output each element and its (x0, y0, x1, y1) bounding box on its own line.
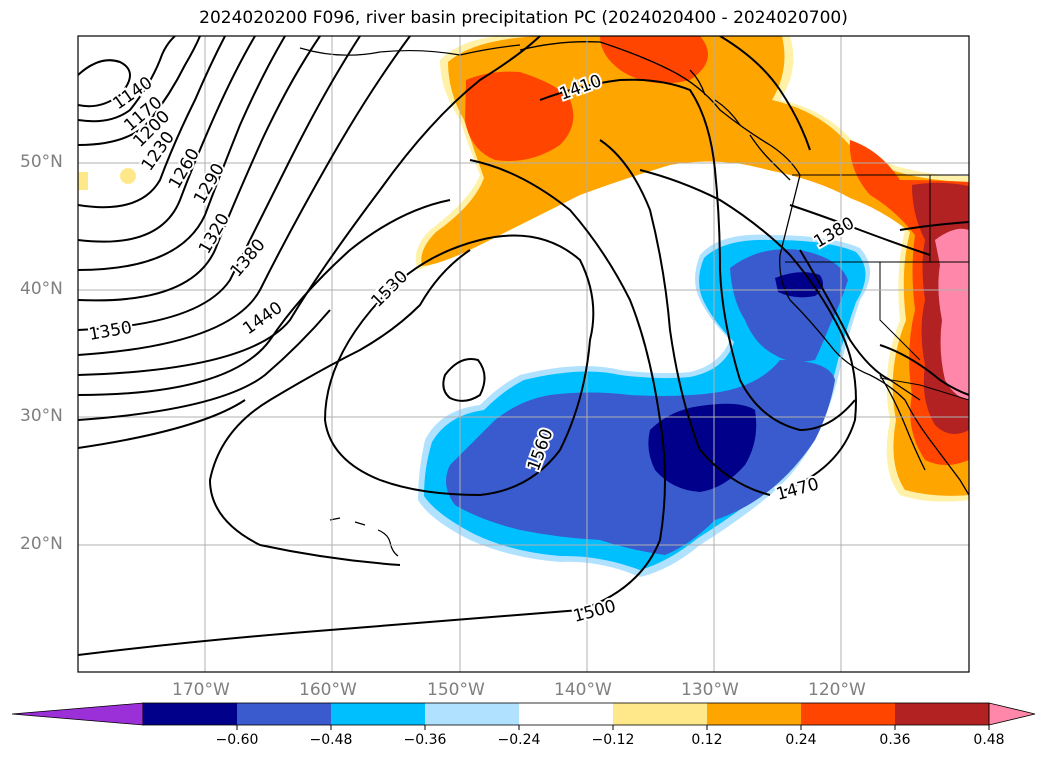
colorbar-extend-low (11, 702, 144, 726)
colorbar-segment (613, 703, 708, 725)
alaska-coast (299, 44, 521, 56)
contour-1200 (78, 36, 201, 146)
colorbar-tick-label: −0.60 (215, 732, 259, 748)
height-contours (78, 36, 969, 656)
lon-label-160w: 160°W (299, 680, 357, 700)
colorbar-segment (143, 703, 238, 725)
contour-1440 (78, 199, 451, 396)
colorbar-tick-label: −0.48 (309, 732, 353, 748)
negative-anomaly-048 (648, 272, 824, 492)
contour-ne-2 (899, 221, 969, 231)
positive-anomaly-north-036 (465, 36, 969, 465)
colorbar-segment (519, 703, 614, 725)
lat-label-20: 20°N (20, 534, 63, 554)
colorbar-tick-label: 0.36 (879, 732, 911, 748)
lat-label-30: 30°N (20, 406, 63, 426)
contour-1320 (78, 36, 321, 302)
colorbar-tick-label: 0.12 (691, 732, 723, 748)
colorbar-frame (142, 702, 990, 726)
contour-1170 (78, 36, 176, 123)
colorbar-segment (425, 703, 520, 725)
lat-label-40: 40°N (20, 279, 63, 299)
gridlines (78, 36, 969, 672)
contour-1290 (78, 36, 286, 271)
positive-anomaly-north-024 (421, 36, 969, 496)
contour-ne-3 (879, 344, 969, 396)
colorbar-tick-label: −0.36 (403, 732, 447, 748)
contour-east-1 (799, 249, 891, 381)
lat-label-50: 50°N (20, 152, 63, 172)
contour-1380-w (78, 36, 411, 356)
small-anomaly-spot (120, 168, 136, 184)
contour-1470-loop (208, 249, 471, 566)
contour-1470-e (639, 169, 857, 493)
positive-anomaly-north-060 (935, 228, 969, 400)
contour-1350 (78, 36, 361, 331)
baja-coastline (879, 374, 926, 471)
lon-label-120w: 120°W (808, 680, 866, 700)
contour-1410 (539, 78, 856, 432)
colorbar-segment (237, 703, 332, 725)
coastline (519, 41, 969, 496)
plot-frame (77, 35, 970, 673)
colorbar-tick-label: 0.48 (973, 732, 1005, 748)
lon-label-140w: 140°W (554, 680, 612, 700)
lon-label-150w: 150°W (427, 680, 485, 700)
contour-1230 (78, 36, 226, 209)
contour-1260 (78, 36, 256, 243)
contour-1470-w (78, 309, 331, 421)
contour-1560 (442, 358, 486, 402)
negative-anomaly-036 (446, 249, 848, 555)
colorbar-tick-label: −0.24 (497, 732, 541, 748)
colorbar (11, 702, 1036, 730)
contour-1440-e (599, 139, 771, 496)
colorbar-segment (331, 703, 426, 725)
lon-label-130w: 130°W (681, 680, 739, 700)
contour-1500 (78, 159, 666, 656)
contour-1500-w (78, 399, 246, 449)
colorbar-segment (895, 703, 990, 725)
us-mexico-border (879, 377, 969, 401)
colorbar-segment (707, 703, 802, 725)
colorbar-tick-label: 0.24 (785, 732, 817, 748)
contour-1140 (78, 59, 131, 108)
edge-anomaly-spot (78, 172, 88, 190)
contour-1380-ne (719, 36, 811, 151)
map-title: 2024020200 F096, river basin precipitati… (199, 8, 848, 28)
contour-1410-w (78, 36, 541, 376)
colorbar-tick-label: −0.12 (591, 732, 635, 748)
contour-1380-e (789, 204, 931, 256)
colorbar-segment (801, 703, 896, 725)
colorbar-extend-high (988, 702, 1036, 726)
lon-label-170w: 170°W (172, 680, 230, 700)
state-border-ca-nv (879, 262, 921, 361)
contour-1530 (323, 234, 595, 497)
coastline-bc (689, 69, 791, 181)
